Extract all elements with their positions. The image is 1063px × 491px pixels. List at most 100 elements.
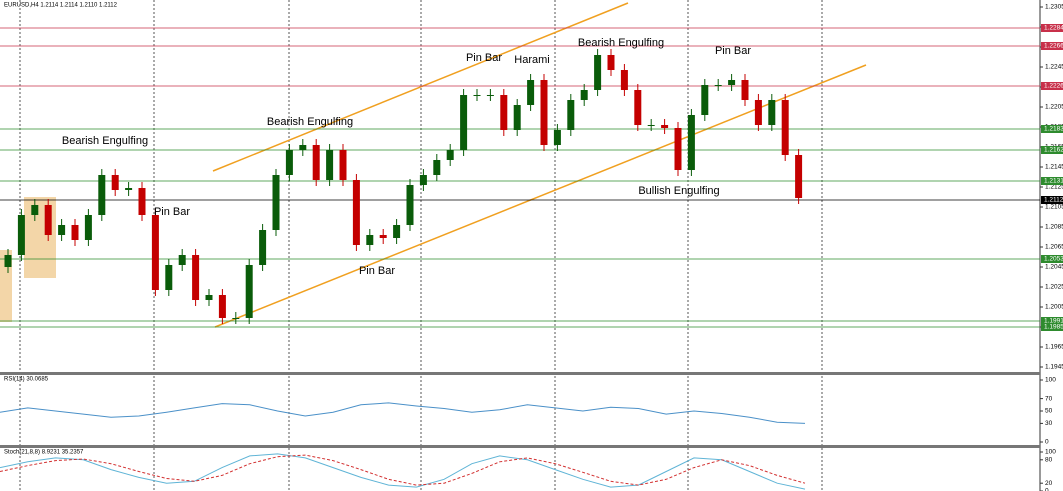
- candle-body: [754, 100, 762, 125]
- indicator-line: [0, 454, 806, 486]
- candle-body: [312, 145, 320, 180]
- candle-body: [259, 230, 267, 265]
- y-tick-label: 0: [1045, 488, 1049, 491]
- candle-body: [205, 295, 213, 300]
- candle-body: [433, 160, 441, 175]
- level-tag: [1041, 317, 1063, 325]
- candle-body: [486, 95, 494, 96]
- candle-body: [4, 255, 12, 267]
- candle-body: [31, 205, 39, 215]
- candle-body: [527, 80, 535, 105]
- candle-body: [151, 215, 159, 290]
- candle-body: [71, 225, 79, 240]
- y-tick-label: 1.2025: [1045, 284, 1063, 291]
- highlight-zone: [0, 250, 12, 322]
- candle-body: [58, 225, 66, 235]
- y-tick-label: 1.2085: [1045, 224, 1063, 231]
- level-tag: [1041, 196, 1063, 204]
- candle-body: [366, 235, 374, 245]
- candle-body: [513, 105, 521, 130]
- indicator-line: [0, 402, 806, 424]
- candle-body: [98, 175, 106, 215]
- level-label: 1.2266: [1044, 43, 1063, 50]
- candle-body: [460, 95, 468, 150]
- y-tick-label: 1.2125: [1045, 184, 1063, 191]
- candle-body: [473, 95, 481, 96]
- level-label: 1.2131: [1044, 178, 1063, 185]
- y-tick-label: 30: [1045, 420, 1053, 427]
- y-tick-label: 1.2245: [1045, 64, 1063, 71]
- pattern-label: Pin Bar: [359, 265, 395, 277]
- y-tick-label: 1.2305: [1045, 4, 1063, 11]
- candle-body: [125, 188, 133, 190]
- candle-body: [768, 100, 776, 125]
- pattern-label: Bearish Engulfing: [267, 116, 353, 128]
- candle-body: [540, 80, 548, 145]
- y-tick-label: 1.1965: [1045, 344, 1063, 351]
- candle-body: [192, 255, 200, 300]
- pattern-label: Pin Bar: [466, 52, 502, 64]
- candle-body: [272, 175, 280, 230]
- candle-body: [352, 180, 360, 245]
- candle-body: [339, 150, 347, 180]
- candle-body: [419, 175, 427, 185]
- pattern-label: Bearish Engulfing: [62, 135, 148, 147]
- candle-body: [218, 295, 226, 318]
- candle-body: [406, 185, 414, 225]
- level-tag: [1041, 82, 1063, 90]
- y-tick-label: 1.2005: [1045, 304, 1063, 311]
- candle-body: [178, 255, 186, 265]
- candle-body: [553, 130, 561, 145]
- candle-body: [701, 85, 709, 115]
- pattern-label: Bearish Engulfing: [578, 37, 664, 49]
- candle-body: [44, 205, 52, 235]
- level-label: 1.2284: [1044, 25, 1063, 32]
- pattern-label: Pin Bar: [154, 206, 190, 218]
- candle-body: [594, 55, 602, 90]
- candle-body: [446, 150, 454, 160]
- y-tick-label: 1.2065: [1045, 244, 1063, 251]
- symbol-header: EURUSD,H4 1.2114 1.2114 1.2110 1.2112: [4, 3, 118, 9]
- channel-line: [212, 2, 629, 172]
- candle-body: [285, 150, 293, 175]
- y-tick-label: 1.2045: [1045, 264, 1063, 271]
- candle-body: [661, 125, 669, 128]
- y-tick-label: 50: [1045, 408, 1053, 415]
- y-tick-label: 100: [1045, 377, 1056, 384]
- candle-body: [232, 318, 240, 319]
- level-label: 1.2053: [1044, 256, 1063, 263]
- candle-body: [299, 145, 307, 150]
- level-tag: [1041, 177, 1063, 185]
- level-label: 1.1991: [1044, 318, 1063, 325]
- candle-body: [245, 265, 253, 318]
- y-tick-label: 0: [1045, 439, 1049, 446]
- y-tick-label: 20: [1045, 480, 1053, 487]
- candle-body: [687, 115, 695, 170]
- candle-body: [165, 265, 173, 290]
- pattern-label: Pin Bar: [715, 45, 751, 57]
- candle-body: [111, 175, 119, 190]
- candle-body: [379, 235, 387, 238]
- candle-body: [781, 100, 789, 155]
- y-tick-label: 1.2105: [1045, 204, 1063, 211]
- y-tick-label: 80: [1045, 457, 1053, 464]
- candle-body: [607, 55, 615, 70]
- level-tag: [1041, 42, 1063, 50]
- candle-body: [17, 215, 25, 255]
- candle-body: [567, 100, 575, 130]
- panel-separator: [0, 372, 1040, 375]
- y-tick-label: 1.1945: [1045, 364, 1063, 371]
- level-label: 1.2226: [1044, 83, 1063, 90]
- candle-body: [634, 90, 642, 125]
- candle-body: [326, 150, 334, 180]
- candle-body: [620, 70, 628, 90]
- y-tick-label: 1.2205: [1045, 104, 1063, 111]
- level-label: 1.2112: [1044, 197, 1063, 204]
- candle-body: [674, 128, 682, 170]
- candle-body: [84, 215, 92, 240]
- level-label: 1.2162: [1044, 147, 1063, 154]
- candle-body: [393, 225, 401, 238]
